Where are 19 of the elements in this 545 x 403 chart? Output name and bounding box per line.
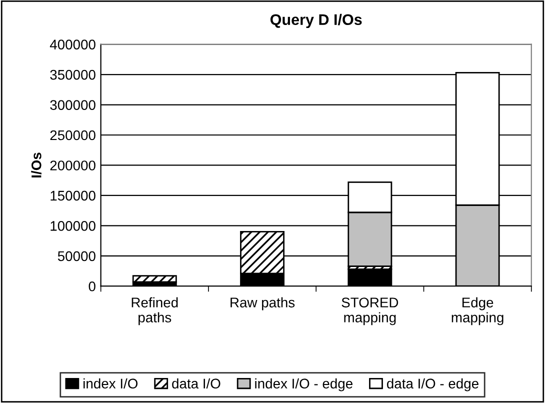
y-tick-label: 100000	[50, 221, 96, 231]
legend-label: data I/O - edge	[386, 378, 478, 392]
x-tick-label: STORED mapping	[342, 298, 398, 326]
y-tick-label: 200000	[50, 160, 96, 170]
legend-label: index I/O - edge	[255, 378, 352, 392]
x-tick-label: Raw paths	[230, 297, 295, 310]
text: data I/O	[172, 378, 220, 389]
chart-title: Query D I/Os	[270, 14, 362, 28]
legend-label: index I/O	[84, 378, 138, 389]
y-tick-label: 300000	[50, 100, 96, 110]
y-tick-label: 350000	[50, 70, 96, 80]
y-tick-label: 150000	[50, 190, 96, 201]
y-axis-title: I/Os	[31, 152, 42, 178]
x-tick-label: Edge mapping	[452, 297, 504, 326]
y-tick-label: 400000	[50, 40, 96, 50]
y-tick-label: 50000	[58, 251, 96, 262]
y-tick-label: 250000	[50, 130, 96, 140]
x-tick-label: Refined paths	[132, 297, 178, 326]
y-tick-label: 0	[88, 281, 96, 292]
